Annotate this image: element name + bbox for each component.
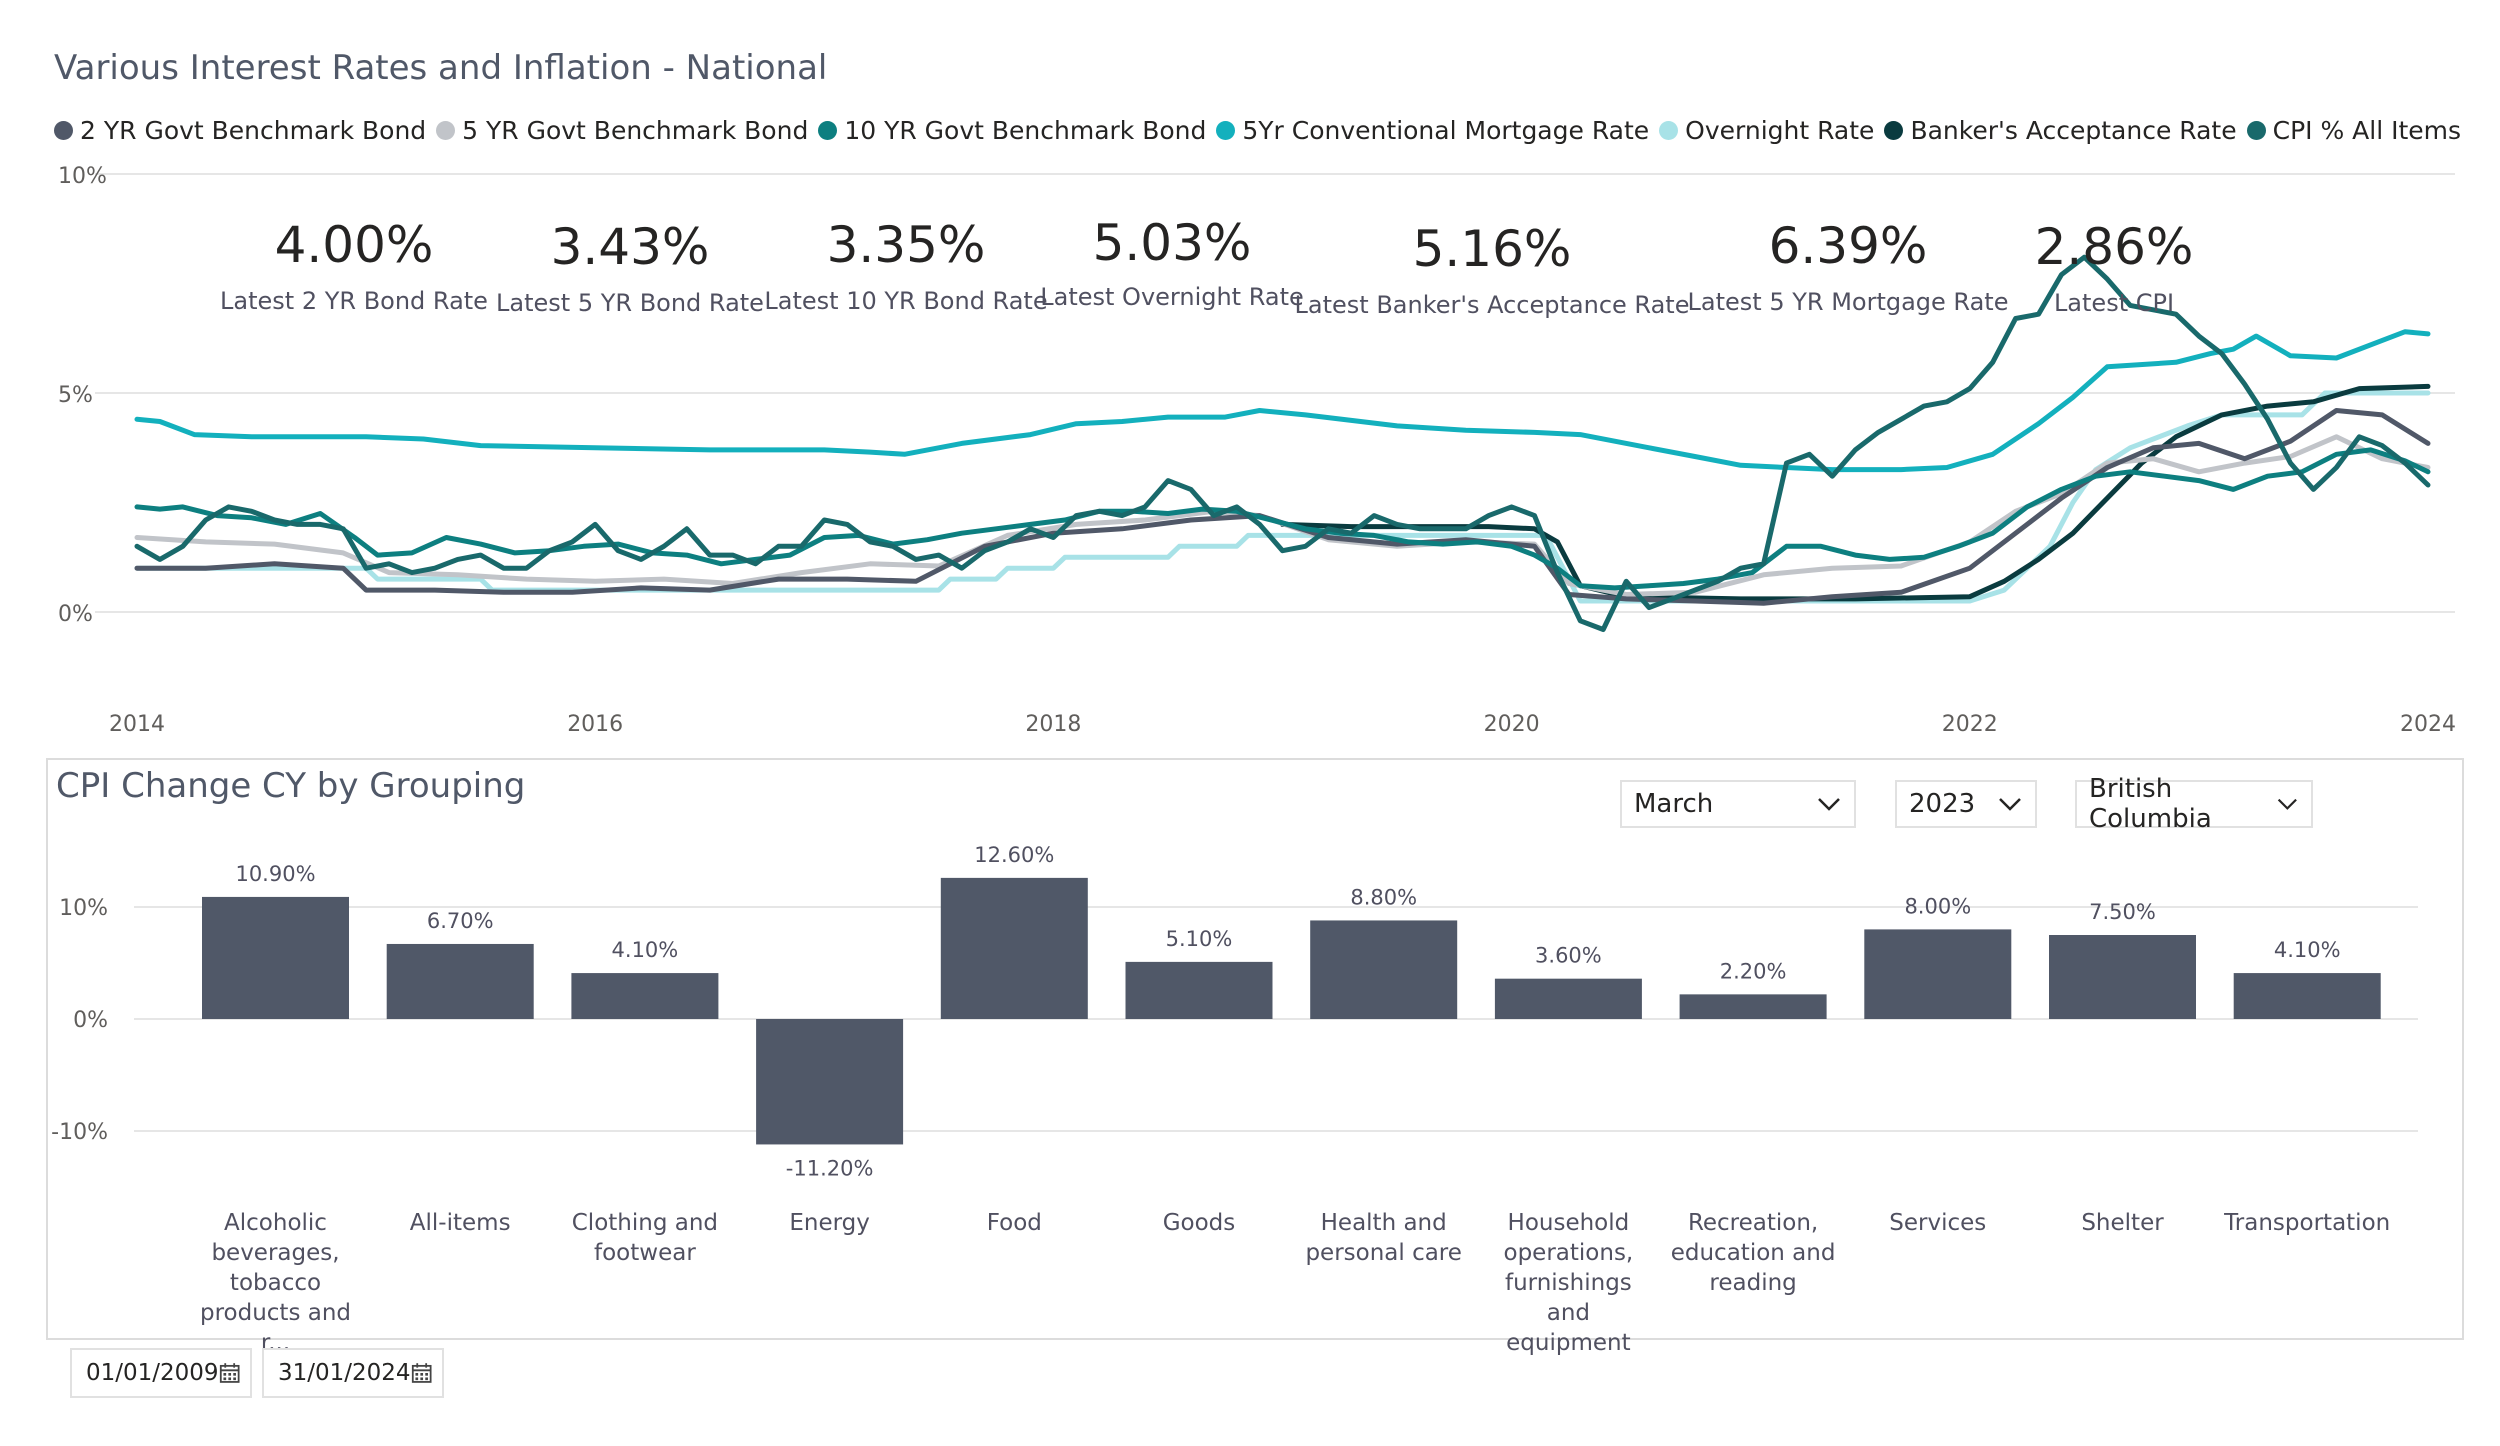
x-tick-label: 2016 [567, 712, 623, 737]
interest-rate-line-chart: 0% 5% 10% 2014 2016 2018 2020 2022 2024 4.00% La… [58, 164, 2456, 737]
bar[interactable] [571, 973, 719, 1019]
bar[interactable] [1679, 994, 1827, 1019]
year-dropdown[interactable]: 2023 [1895, 780, 2037, 828]
legend-marker [1659, 120, 1679, 140]
kpi-card-label: Latest Banker's Acceptance Rate [1295, 291, 1690, 319]
kpi-card-value: 4.00% [275, 216, 434, 274]
series-line [1280, 383, 2431, 602]
year-dropdown-value: 2023 [1909, 789, 1976, 819]
series-line [134, 254, 2431, 632]
series-line [134, 408, 2431, 606]
legend-item[interactable]: Banker's Acceptance Rate [1884, 115, 2237, 145]
chevron-down-icon [1999, 798, 2021, 811]
legend-item[interactable]: 10 YR Govt Benchmark Bond [818, 116, 1206, 145]
x-tick-label: 2020 [1484, 712, 1540, 737]
legend-label: 5 YR Govt Benchmark Bond [462, 115, 809, 145]
x-tick-label: 2024 [2400, 712, 2456, 737]
cpi-bar-chart: 10% 0% -10% 10.90% 6.70% 4.10% -11.20% 12.60% 5… [51, 843, 2418, 1180]
x-tick-label: 2018 [1025, 712, 1081, 737]
end-date-value: 31/01/2024 [278, 1360, 411, 1386]
bar[interactable] [1864, 929, 2012, 1019]
y-tick-label: 0% [58, 602, 93, 627]
kpi-card-value: 3.43% [551, 218, 710, 276]
calendar-icon[interactable] [411, 1361, 432, 1385]
region-dropdown[interactable]: British Columbia [2075, 774, 2313, 834]
chevron-down-icon [1818, 798, 1840, 811]
start-date-value: 01/01/2009 [86, 1360, 219, 1386]
legend-label: 10 YR Govt Benchmark Bond [844, 115, 1207, 145]
month-dropdown-value: March [1634, 789, 1714, 819]
legend-label: 5Yr Conventional Mortgage Rate [1242, 115, 1650, 145]
series-line [134, 329, 2431, 473]
bar-data-label: -11.20% [786, 1156, 874, 1180]
series-line [134, 447, 2431, 591]
top-chart-legend: 2 YR Govt Benchmark Bond 5 YR Govt Benchm… [54, 112, 2471, 148]
bar-data-label: 8.00% [1904, 894, 1971, 918]
legend-marker [54, 120, 73, 140]
bar[interactable] [2233, 973, 2381, 1019]
kpi-card-label: Latest 5 YR Mortgage Rate [1688, 288, 2009, 316]
calendar-icon[interactable] [219, 1361, 240, 1385]
bar-data-label: 6.70% [427, 909, 494, 933]
legend-label: Overnight Rate [1685, 115, 1875, 145]
bar[interactable] [386, 943, 534, 1019]
y-tick-label: 10% [58, 164, 107, 189]
kpi-card-label: Latest 5 YR Bond Rate [496, 289, 764, 317]
x-tick-label: 2014 [109, 712, 165, 737]
legend-marker [2246, 120, 2266, 140]
bar[interactable] [1494, 978, 1642, 1019]
end-date-input[interactable]: 31/01/2024 [262, 1348, 444, 1398]
y-tick-label: -10% [51, 1120, 108, 1145]
bar[interactable] [1310, 920, 1458, 1019]
legend-label: 2 YR Govt Benchmark Bond [80, 115, 427, 145]
bar-data-label: 12.60% [974, 843, 1054, 867]
legend-item[interactable]: Overnight Rate [1659, 116, 1874, 145]
legend-item[interactable]: 5Yr Conventional Mortgage Rate [1216, 116, 1649, 145]
start-date-input[interactable]: 01/01/2009 [70, 1348, 252, 1398]
legend-item[interactable]: 5 YR Govt Benchmark Bond [436, 116, 808, 145]
bar-data-label: 4.10% [612, 938, 679, 962]
kpi-card-value: 5.03% [1093, 214, 1252, 272]
month-dropdown[interactable]: March [1620, 780, 1856, 828]
cpi-grouping-panel [46, 758, 2464, 1340]
top-chart-title: Various Interest Rates and Inflation - N… [54, 48, 828, 88]
kpi-card-label: Latest 10 YR Bond Rate [764, 287, 1047, 315]
bar-data-label: 8.80% [1350, 885, 1417, 909]
kpi-card-label: Latest Overnight Rate [1040, 283, 1304, 311]
legend-item[interactable]: CPI % All Items [2246, 115, 2462, 145]
bar[interactable] [940, 877, 1088, 1019]
legend-marker [436, 120, 456, 140]
bar-data-label: 10.90% [235, 862, 315, 886]
legend-marker [1884, 120, 1904, 140]
kpi-card-label: Latest 2 YR Bond Rate [220, 287, 488, 315]
y-tick-label: 5% [58, 383, 93, 408]
legend-marker [818, 120, 838, 140]
bar-data-label: 5.10% [1166, 927, 1233, 951]
x-tick-label: 2022 [1942, 712, 1998, 737]
bar-data-label: 7.50% [2089, 900, 2156, 924]
bar[interactable] [756, 1019, 904, 1145]
y-tick-label: 10% [59, 896, 108, 921]
bar[interactable] [1125, 961, 1273, 1019]
kpi-card-value: 6.39% [1769, 217, 1928, 275]
y-tick-label: 0% [73, 1008, 108, 1033]
kpi-card-value: 5.16% [1413, 220, 1572, 278]
bar-data-label: 4.10% [2274, 938, 2341, 962]
chevron-down-icon [2278, 798, 2298, 810]
bar-data-label: 2.20% [1720, 959, 1787, 983]
kpi-card-label: Latest CPI [2054, 289, 2174, 317]
legend-label: Banker's Acceptance Rate [1910, 115, 2237, 145]
region-dropdown-value: British Columbia [2089, 774, 2212, 834]
legend-label: CPI % All Items [2272, 115, 2462, 145]
legend-item[interactable]: 2 YR Govt Benchmark Bond [54, 116, 426, 145]
kpi-card-value: 3.35% [827, 216, 986, 274]
bar[interactable] [2049, 935, 2196, 1019]
kpi-card-value: 2.86% [2035, 218, 2194, 276]
bottom-chart-title: CPI Change CY by Grouping [56, 766, 526, 806]
legend-marker [1216, 120, 1236, 140]
bar-data-label: 3.60% [1535, 944, 1602, 968]
bar[interactable] [202, 896, 349, 1019]
